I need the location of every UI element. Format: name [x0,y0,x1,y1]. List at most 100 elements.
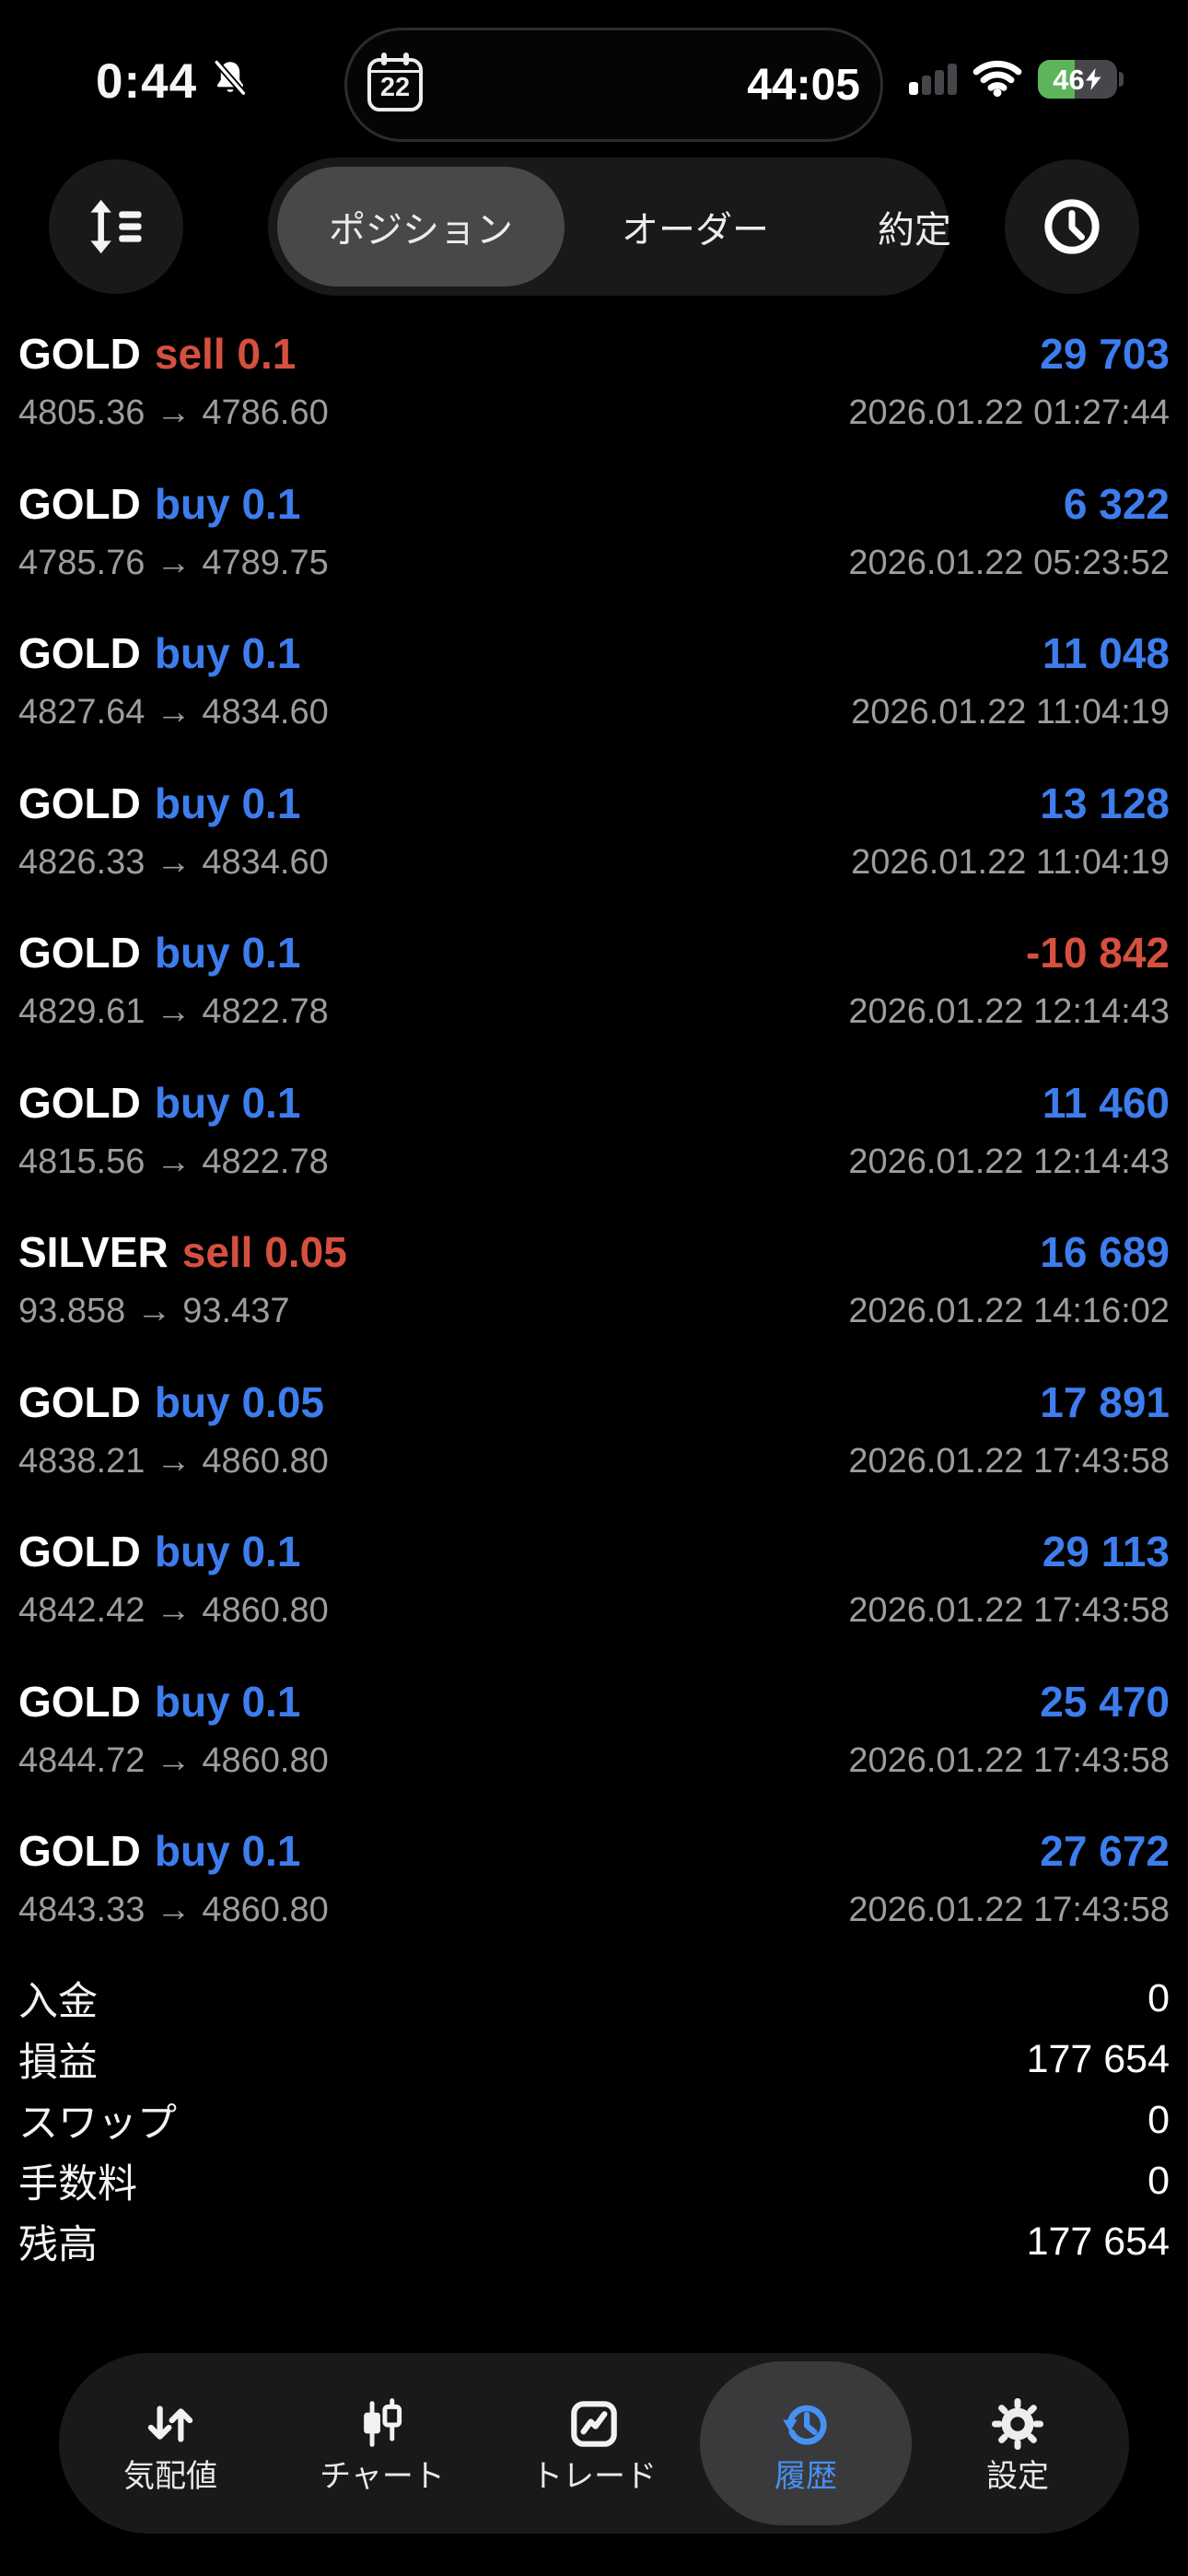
trade-side: buy 0.1 [154,479,301,528]
nav-item-charts[interactable]: チャート [276,2361,488,2525]
trade-row-line1: GOLD buy 0.1 13 128 [18,781,1170,825]
summary-label: 入金 [18,1980,98,2024]
trade-volume: 0.1 [241,629,301,677]
trade-symbol: GOLD [18,1677,141,1726]
quotes-icon [142,2395,199,2453]
calendar-icon: 22 [367,53,423,111]
trade-row[interactable]: GOLD buy 0.1 25 470 4844.72 → 4860.80 20… [0,1652,1188,1802]
trade-close-price: 4822.78 [202,992,329,1031]
trade-datetime: 2026.01.22 17:43:58 [848,1891,1170,1929]
trade-profit: 11 460 [1042,1078,1170,1127]
tab-orders[interactable]: オーダー [570,167,821,287]
charging-bolt-icon [1085,68,1101,90]
trade-symbol: GOLD [18,1078,141,1127]
trade-datetime: 2026.01.22 11:04:19 [851,842,1170,882]
trade-profit: 17 891 [1040,1377,1170,1426]
cellular-signal-icon [909,64,957,95]
trade-datetime: 2026.01.22 12:14:43 [848,992,1170,1031]
trade-volume: 0.1 [241,1677,301,1726]
trade-open-price: 4843.33 [18,1891,146,1929]
trade-close-price: 93.437 [182,1292,290,1330]
trade-row-line1: SILVER sell 0.05 16 689 [18,1230,1170,1274]
trade-row[interactable]: GOLD buy 0.05 17 891 4838.21 → 4860.80 2… [0,1352,1188,1503]
trade-side: buy 0.1 [154,779,301,827]
history-filter-tabs: ポジション オーダー 約定 [268,158,951,296]
trade-open-price: 4826.33 [18,842,146,882]
trade-row-line2: 4815.56 → 4822.78 2026.01.22 12:14:43 [18,1143,1170,1180]
nav-label: 気配値 [123,2459,217,2494]
trade-symbol: GOLD [18,929,141,977]
nav-item-settings[interactable]: 設定 [912,2361,1124,2525]
summary-row: スワップ 0 [0,2090,1188,2150]
trade-open-price: 4838.21 [18,1441,146,1481]
trade-row-line1: GOLD buy 0.05 17 891 [18,1380,1170,1424]
dynamic-island-live-activity[interactable]: 22 44:05 [344,28,883,142]
trade-row-line2: 4785.76 → 4789.75 2026.01.22 05:23:52 [18,544,1170,581]
trade-close-price: 4860.80 [202,1591,329,1630]
trade-row[interactable]: GOLD buy 0.1 29 113 4842.42 → 4860.80 20… [0,1502,1188,1652]
trade-open-price: 4815.56 [18,1142,146,1181]
nav-item-quotes[interactable]: 気配値 [64,2361,276,2525]
summary-value: 177 654 [1026,2219,1170,2264]
trade-symbol: SILVER [18,1228,169,1276]
trade-row[interactable]: GOLD buy 0.1 27 672 4843.33 → 4860.80 20… [0,1801,1188,1951]
sort-button[interactable] [49,159,183,294]
status-bar-right: 46 [909,53,1124,105]
arrow-right-glyph: → [156,1142,192,1181]
trade-close-price: 4860.80 [202,1891,329,1929]
trade-row-line1: GOLD buy 0.1 6 322 [18,482,1170,526]
nav-item-history[interactable]: 履歴 [700,2361,912,2525]
summary-label: 手数料 [18,2162,137,2207]
arrow-right-glyph: → [156,1891,192,1929]
trade-close-price: 4786.60 [202,393,329,432]
trade-side: buy 0.05 [154,1377,324,1426]
gear-icon [990,2395,1045,2453]
summary-row: 入金 0 [0,1968,1188,2029]
tab-deals[interactable]: 約定 [826,167,1003,287]
nav-label: チャート [320,2459,445,2494]
trade-volume: 0.1 [241,1827,301,1875]
clock-time: 0:44 [96,53,198,109]
trade-row[interactable]: SILVER sell 0.05 16 689 93.858 → 93.437 … [0,1202,1188,1352]
trade-symbol: GOLD [18,1377,141,1426]
trade-row[interactable]: GOLD buy 0.1 13 128 4826.33 → 4834.60 20… [0,754,1188,904]
trade-row[interactable]: GOLD sell 0.1 29 703 4805.36 → 4786.60 2… [0,304,1188,454]
trade-profit: 29 703 [1040,330,1170,378]
trade-open-price: 4842.42 [18,1591,146,1630]
candlestick-chart-icon [354,2395,411,2453]
trade-row[interactable]: GOLD buy 0.1 11 460 4815.56 → 4822.78 20… [0,1053,1188,1203]
calendar-ring [403,53,409,65]
sort-icon [90,199,142,254]
trade-side: buy 0.1 [154,1677,301,1726]
trade-volume: 0.1 [241,1078,301,1127]
trade-row-line2: 4829.61 → 4822.78 2026.01.22 12:14:43 [18,993,1170,1030]
trade-datetime: 2026.01.22 01:27:44 [848,393,1170,432]
trade-side: buy 0.1 [154,929,301,977]
arrow-right-glyph: → [156,1740,192,1780]
trade-profit: 29 113 [1042,1528,1170,1575]
arrow-right-glyph: → [156,693,192,732]
trade-row-line1: GOLD buy 0.1 29 113 [18,1529,1170,1574]
trade-history-list: GOLD sell 0.1 29 703 4805.36 → 4786.60 2… [0,304,1188,1951]
trade-close-price: 4789.75 [202,543,329,582]
trade-datetime: 2026.01.22 12:14:43 [848,1142,1170,1181]
trade-volume: 0.1 [241,1528,301,1575]
summary-value: 0 [1147,2097,1170,2142]
nav-item-trade[interactable]: トレード [488,2361,700,2525]
trade-row[interactable]: GOLD buy 0.1 6 322 4785.76 → 4789.75 202… [0,454,1188,604]
summary-label: 損益 [18,2041,98,2085]
trade-row-line1: GOLD buy 0.1 11 460 [18,1081,1170,1125]
trade-row-line1: GOLD buy 0.1 27 672 [18,1829,1170,1873]
trade-open-price: 4785.76 [18,543,146,582]
time-period-button[interactable] [1005,159,1139,294]
trade-open-price: 4844.72 [18,1740,146,1780]
calendar-day: 22 [379,73,411,102]
trade-row[interactable]: GOLD buy 0.1 -10 842 4829.61 → 4822.78 2… [0,903,1188,1053]
history-clock-icon [777,2395,834,2453]
trade-volume: 0.05 [241,1377,324,1426]
trade-close-price: 4822.78 [202,1142,329,1181]
arrow-right-glyph: → [156,543,192,582]
trade-row[interactable]: GOLD buy 0.1 11 048 4827.64 → 4834.60 20… [0,603,1188,754]
battery-fill [1038,60,1076,99]
tab-positions[interactable]: ポジション [277,167,565,287]
